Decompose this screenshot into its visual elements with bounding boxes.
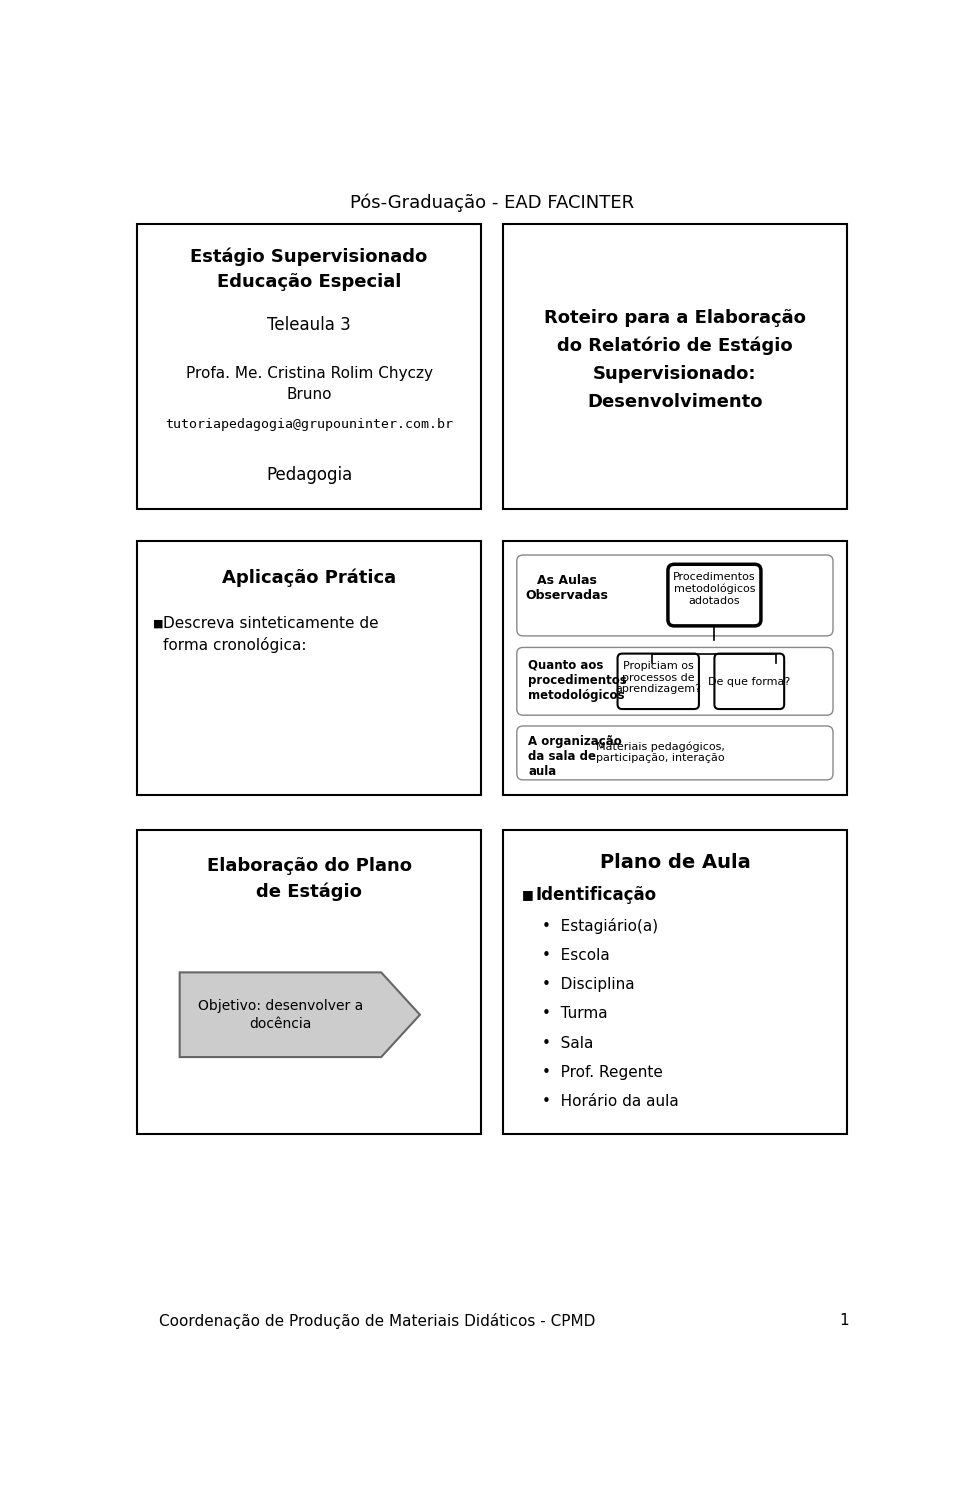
Text: Identificação: Identificação xyxy=(536,886,657,904)
FancyBboxPatch shape xyxy=(137,831,481,1134)
Text: As Aulas
Observadas: As Aulas Observadas xyxy=(526,574,609,602)
FancyBboxPatch shape xyxy=(503,541,847,795)
Text: Aplicação Prática: Aplicação Prática xyxy=(222,568,396,587)
Text: •  Estagiário(a): • Estagiário(a) xyxy=(541,919,658,934)
Text: •  Turma: • Turma xyxy=(541,1007,608,1022)
FancyBboxPatch shape xyxy=(137,541,481,795)
FancyBboxPatch shape xyxy=(516,726,833,780)
Text: Teleaula 3: Teleaula 3 xyxy=(267,317,351,335)
Text: •  Prof. Regente: • Prof. Regente xyxy=(541,1065,662,1080)
FancyBboxPatch shape xyxy=(617,653,699,710)
Text: tutoriapedagogia@grupouninter.com.br: tutoriapedagogia@grupouninter.com.br xyxy=(165,418,453,430)
FancyBboxPatch shape xyxy=(714,653,784,710)
FancyBboxPatch shape xyxy=(137,224,481,509)
Polygon shape xyxy=(180,973,420,1058)
Text: Objetivo: desenvolver a
docência: Objetivo: desenvolver a docência xyxy=(198,998,363,1031)
Text: •  Disciplina: • Disciplina xyxy=(541,977,635,992)
Text: Descreva sinteticamente de
forma cronológica:: Descreva sinteticamente de forma cronoló… xyxy=(163,616,379,653)
Text: Plano de Aula: Plano de Aula xyxy=(600,853,751,872)
Text: •  Sala: • Sala xyxy=(541,1035,593,1050)
Text: Propiciam os
processos de
aprendizagem?: Propiciam os processos de aprendizagem? xyxy=(615,662,701,695)
Text: Roteiro para a Elaboração
do Relatório de Estágio
Supervisionado:
Desenvolviment: Roteiro para a Elaboração do Relatório d… xyxy=(544,309,805,411)
Text: •  Horário da aula: • Horário da aula xyxy=(541,1094,679,1109)
Text: ■: ■ xyxy=(522,887,534,901)
Text: Estágio Supervisionado
Educação Especial: Estágio Supervisionado Educação Especial xyxy=(190,247,428,290)
Text: A organização
da sala de
aula: A organização da sala de aula xyxy=(528,735,622,778)
FancyBboxPatch shape xyxy=(516,556,833,636)
Text: Quanto aos
procedimentos
metodológicos: Quanto aos procedimentos metodológicos xyxy=(528,659,627,702)
Text: Elaboração do Plano
de Estágio: Elaboração do Plano de Estágio xyxy=(206,858,412,901)
Text: Materiais pedagógicos,
participação, interação: Materiais pedagógicos, participação, int… xyxy=(596,741,725,763)
FancyBboxPatch shape xyxy=(503,831,847,1134)
Text: Pedagogia: Pedagogia xyxy=(266,466,352,484)
FancyBboxPatch shape xyxy=(516,647,833,716)
Text: •  Escola: • Escola xyxy=(541,947,610,962)
Text: Procedimentos
metodológicos
adotados: Procedimentos metodológicos adotados xyxy=(673,572,756,605)
Text: 1: 1 xyxy=(839,1313,849,1328)
FancyBboxPatch shape xyxy=(668,565,761,626)
FancyBboxPatch shape xyxy=(503,224,847,509)
Text: Profa. Me. Cristina Rolim Chyczy
Bruno: Profa. Me. Cristina Rolim Chyczy Bruno xyxy=(185,366,433,402)
Text: De que forma?: De que forma? xyxy=(708,677,790,687)
Text: Coordenação de Produção de Materiais Didáticos - CPMD: Coordenação de Produção de Materiais Did… xyxy=(158,1313,595,1328)
Text: Pós-Graduação - EAD FACINTER: Pós-Graduação - EAD FACINTER xyxy=(350,193,634,212)
Text: ■: ■ xyxy=(153,619,163,627)
